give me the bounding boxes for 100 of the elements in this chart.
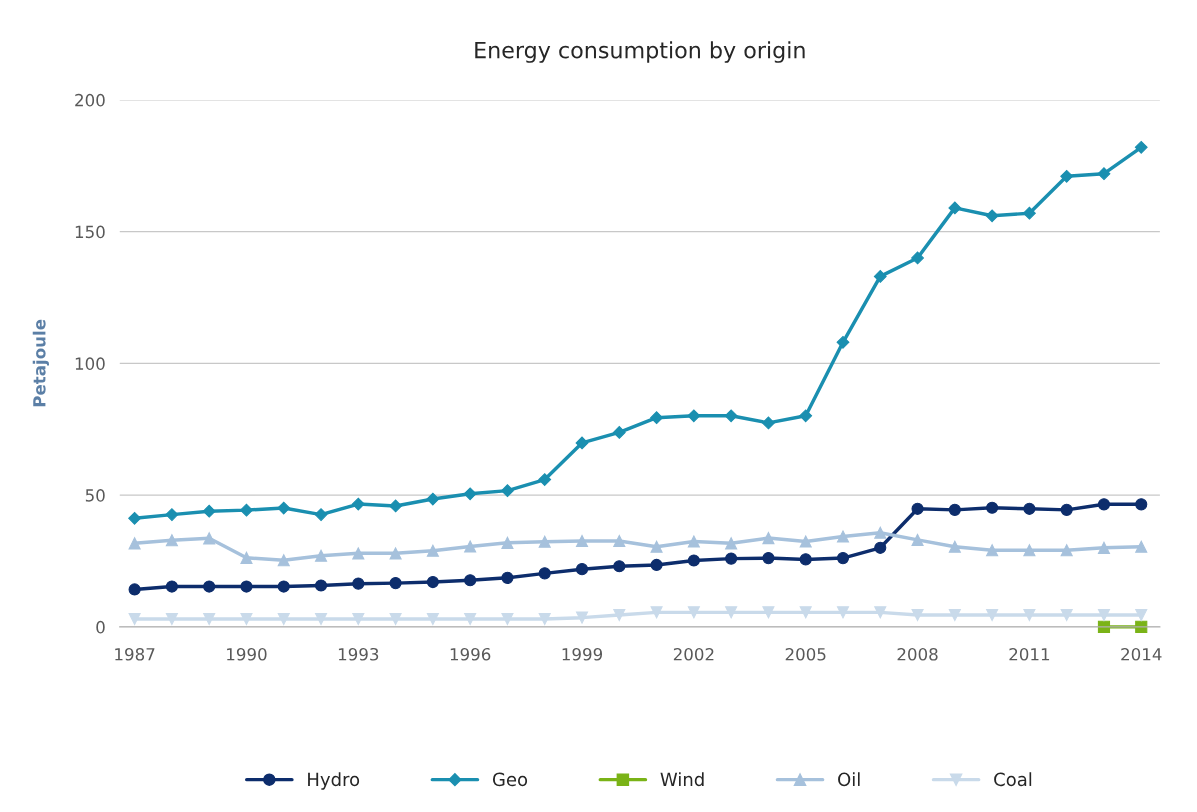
point <box>1097 167 1111 181</box>
point <box>874 541 887 554</box>
point <box>1060 608 1073 622</box>
point <box>911 251 924 265</box>
point <box>501 612 514 626</box>
y-axis-title: Petajoule <box>32 319 49 407</box>
point <box>612 425 626 439</box>
point <box>687 535 700 548</box>
x-tick-label: 2005 <box>785 647 826 661</box>
point <box>799 606 812 619</box>
y-tick-label: 150 <box>75 225 105 239</box>
point <box>836 530 850 543</box>
point <box>314 549 328 562</box>
y-tick-label: 100 <box>75 357 105 370</box>
legend-label: Oil <box>838 772 860 787</box>
point <box>538 473 552 486</box>
point <box>874 606 887 619</box>
point <box>575 534 589 548</box>
point <box>1023 544 1036 557</box>
x-tick-label: 1996 <box>450 647 491 661</box>
point <box>464 612 477 626</box>
point <box>203 532 216 545</box>
point <box>1135 608 1148 622</box>
legend-label: Geo <box>492 772 528 787</box>
point <box>389 547 402 560</box>
point <box>687 554 700 567</box>
point <box>538 535 551 548</box>
point <box>501 536 514 549</box>
point <box>1060 169 1074 183</box>
point <box>687 606 700 619</box>
point <box>240 580 253 593</box>
point <box>836 606 850 619</box>
point <box>426 492 440 506</box>
point <box>911 502 924 515</box>
point <box>352 612 365 626</box>
point <box>351 497 365 511</box>
x-tick-label: 2008 <box>897 647 938 661</box>
point <box>1060 544 1073 557</box>
point <box>836 335 850 349</box>
point <box>613 608 626 622</box>
point <box>463 487 477 501</box>
y-tick-label: 0 <box>96 620 105 634</box>
legend-label: Hydro <box>308 772 360 790</box>
point <box>575 611 589 624</box>
point <box>986 544 999 557</box>
point <box>389 612 402 626</box>
point <box>128 511 142 525</box>
x-tick-label: 2002 <box>673 647 714 661</box>
point <box>389 577 402 590</box>
point <box>277 501 291 515</box>
point <box>1060 503 1073 516</box>
point <box>501 484 514 498</box>
point <box>724 409 738 423</box>
point <box>426 575 439 589</box>
point <box>128 612 141 626</box>
point <box>725 606 738 619</box>
point <box>165 612 178 626</box>
point <box>873 270 887 283</box>
point <box>240 551 253 564</box>
x-tick-label: 2014 <box>1121 647 1162 661</box>
point <box>575 563 589 576</box>
point <box>762 416 775 430</box>
legend-label: Wind <box>660 772 704 787</box>
point <box>203 612 216 626</box>
point <box>314 612 328 626</box>
point <box>836 552 850 565</box>
point <box>985 209 999 223</box>
point <box>202 504 216 518</box>
point <box>687 409 701 423</box>
point <box>948 201 962 215</box>
point <box>128 583 141 596</box>
point <box>314 579 328 592</box>
point <box>762 606 775 619</box>
chart-title: Energy consumption by origin <box>475 41 805 63</box>
point <box>874 526 887 539</box>
point <box>277 580 290 593</box>
point <box>762 531 775 545</box>
point <box>165 580 178 593</box>
point <box>986 501 999 514</box>
point <box>725 537 738 550</box>
point <box>948 540 961 553</box>
point <box>1023 608 1036 622</box>
point <box>948 608 961 622</box>
x-tick-label: 1990 <box>227 647 267 661</box>
point <box>464 574 477 587</box>
point <box>240 503 253 517</box>
point <box>1022 206 1036 220</box>
point <box>352 547 365 560</box>
point <box>464 540 477 553</box>
point <box>165 508 179 522</box>
point <box>277 612 290 626</box>
point <box>911 608 924 622</box>
y-tick-label: 50 <box>85 489 105 502</box>
point <box>650 540 663 553</box>
point <box>1135 540 1148 553</box>
point <box>986 608 999 622</box>
point <box>1097 608 1111 622</box>
point <box>501 571 514 584</box>
legend-label: Coal <box>994 772 1032 787</box>
point <box>613 560 626 573</box>
